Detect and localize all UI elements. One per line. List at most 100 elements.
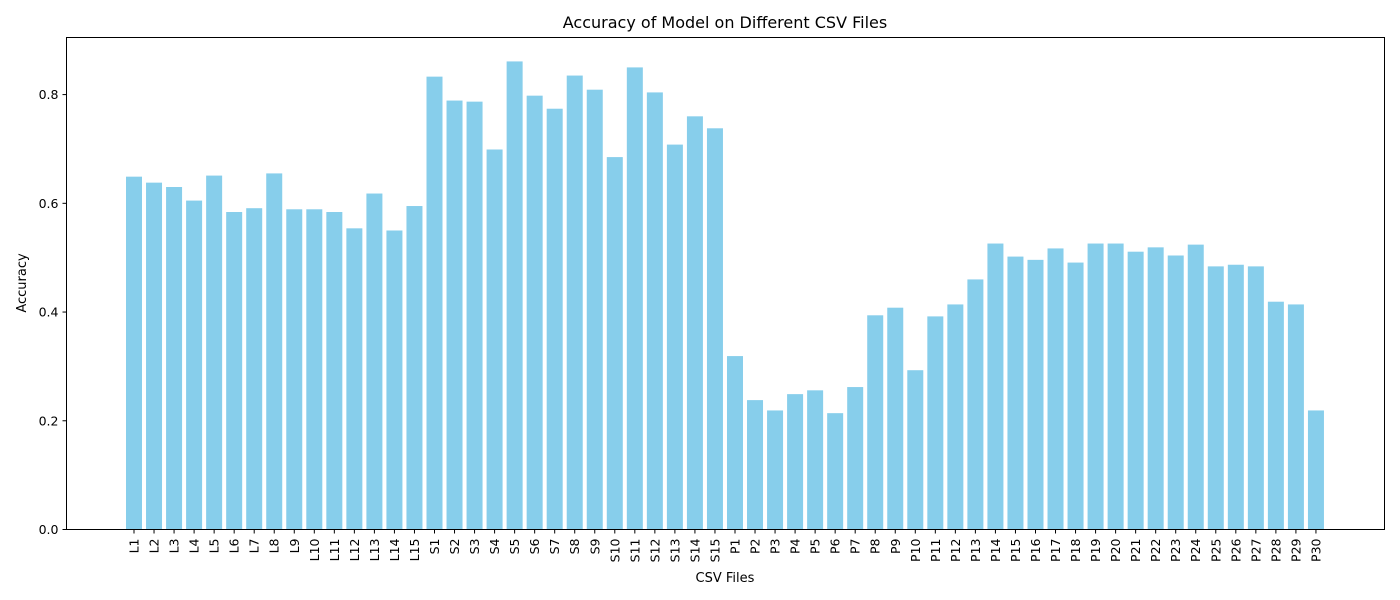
bar-s13 (666, 144, 683, 530)
x-tick-label: P17 (1048, 539, 1063, 562)
bar-l8 (266, 173, 283, 530)
x-tick-label: P7 (848, 539, 863, 555)
x-tick-label: P9 (888, 538, 903, 554)
bar-p24 (1187, 244, 1204, 530)
bar-p29 (1287, 304, 1304, 530)
x-tick-label: L2 (147, 539, 162, 554)
x-tick-label: L3 (167, 539, 182, 554)
x-axis: L1 L2 L3 L4 L5 L6 L7 L8 L9 L10 L11 L12 L13 L14 L15 S1 S2… (127, 529, 1323, 563)
x-tick-label: L1 (127, 539, 142, 554)
bar-s12 (646, 92, 663, 530)
bar-s4 (486, 149, 503, 530)
x-axis-label: CSV Files (696, 571, 755, 586)
y-axis: 0.0 0.2 0.4 0.6 0.8 (39, 87, 67, 537)
x-tick-label: P5 (808, 539, 823, 555)
bar-p18 (1067, 262, 1084, 530)
x-tick-label: P23 (1168, 539, 1183, 562)
bars-group (126, 61, 1324, 530)
x-tick-label: P10 (908, 538, 923, 561)
x-tick-label: S12 (647, 539, 662, 563)
x-tick-label: S9 (587, 538, 602, 554)
bar-l5 (206, 175, 223, 530)
x-tick-label: P29 (1288, 538, 1303, 561)
bar-p10 (907, 370, 924, 530)
bar-l2 (146, 182, 163, 530)
x-tick-label: P2 (748, 539, 763, 555)
bar-p12 (947, 304, 964, 530)
bar-s15 (706, 128, 723, 530)
x-tick-label: L8 (267, 538, 282, 553)
x-tick-label: S8 (567, 538, 582, 554)
x-tick-label: L9 (287, 538, 302, 553)
bar-s1 (426, 76, 443, 530)
x-tick-label: P8 (868, 538, 883, 554)
bar-p11 (927, 316, 944, 530)
bar-l6 (226, 212, 243, 530)
x-tick-label: S3 (467, 539, 482, 555)
y-axis-label: Accuracy (15, 253, 30, 313)
bar-s3 (466, 101, 483, 530)
bar-p3 (767, 410, 784, 530)
x-tick-label: P16 (1028, 538, 1043, 561)
bar-l11 (326, 212, 343, 530)
x-tick-label: P24 (1188, 538, 1203, 561)
bar-p5 (807, 390, 824, 530)
bar-p22 (1147, 247, 1164, 530)
y-tick-label: 0.4 (39, 305, 59, 320)
x-tick-label: P14 (988, 538, 1003, 561)
bar-p4 (787, 394, 804, 530)
x-tick-label: S13 (667, 539, 682, 563)
x-tick-label: L6 (227, 538, 242, 553)
bar-s9 (586, 89, 603, 530)
x-tick-label: P22 (1148, 539, 1163, 562)
x-tick-label: P3 (768, 539, 783, 555)
x-tick-label: P18 (1068, 538, 1083, 561)
bar-s5 (506, 61, 523, 530)
bar-p15 (1007, 256, 1024, 530)
x-tick-label: P21 (1128, 539, 1143, 562)
x-tick-label: P1 (727, 539, 742, 555)
bar-p27 (1247, 266, 1264, 530)
x-tick-label: P11 (928, 539, 943, 562)
x-tick-label: P25 (1208, 539, 1223, 562)
x-tick-label: P4 (788, 538, 803, 554)
bar-s7 (546, 108, 563, 530)
bar-s2 (446, 100, 463, 530)
bar-s10 (606, 157, 623, 530)
bar-s6 (526, 95, 543, 530)
x-tick-label: L12 (347, 539, 362, 562)
x-tick-label: P19 (1088, 538, 1103, 561)
plot-frame (66, 37, 1385, 530)
bar-l13 (366, 193, 383, 530)
x-tick-label: S14 (687, 538, 702, 562)
bar-p30 (1307, 410, 1324, 530)
x-tick-label: S15 (707, 539, 722, 563)
x-tick-label: P12 (948, 539, 963, 562)
x-tick-label: S4 (487, 538, 502, 554)
bar-p16 (1027, 259, 1044, 530)
x-tick-label: S2 (447, 539, 462, 555)
x-tick-label: S1 (427, 539, 442, 555)
x-tick-label: L11 (327, 539, 342, 562)
bar-l1 (126, 176, 142, 530)
bar-l7 (246, 208, 263, 530)
bar-p20 (1107, 243, 1124, 530)
chart-title: Accuracy of Model on Different CSV Files (563, 13, 887, 32)
y-tick-label: 0.2 (39, 413, 59, 428)
x-tick-label: S10 (607, 538, 622, 562)
x-tick-label: L14 (387, 538, 402, 561)
x-tick-label: L10 (307, 538, 322, 561)
bar-s14 (686, 116, 703, 530)
x-tick-label: S5 (507, 539, 522, 555)
x-tick-label: L7 (247, 539, 262, 554)
x-tick-label: S7 (547, 539, 562, 555)
x-tick-label: P15 (1008, 539, 1023, 562)
bar-p28 (1267, 301, 1284, 530)
bar-l15 (406, 206, 423, 530)
bar-p19 (1087, 243, 1104, 530)
bar-p17 (1047, 248, 1064, 530)
x-tick-label: P26 (1228, 538, 1243, 561)
bar-l10 (306, 209, 323, 530)
x-tick-label: P28 (1268, 538, 1283, 561)
